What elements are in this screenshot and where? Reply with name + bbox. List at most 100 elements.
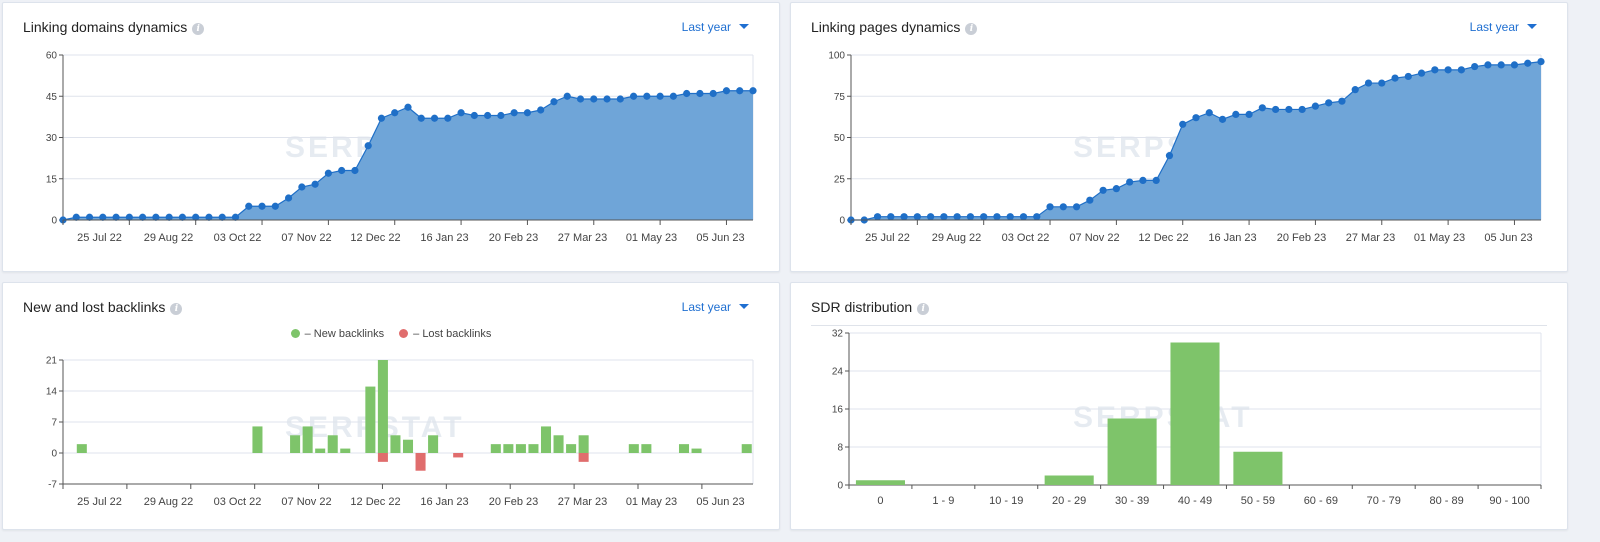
backlinks-period-dropdown[interactable]: Last year	[682, 300, 749, 314]
data-point	[1351, 86, 1359, 94]
x-tick-label: 20 Feb 23	[1277, 232, 1327, 244]
data-point	[576, 95, 585, 103]
y-tick-label: 0	[837, 481, 843, 492]
new-backlinks-bar	[315, 448, 326, 453]
new-backlinks-bar	[365, 386, 376, 453]
x-tick-label: 07 Nov 22	[1069, 232, 1119, 244]
data-point	[298, 183, 306, 191]
data-point	[1046, 203, 1054, 211]
x-tick-label: 25 Jul 22	[77, 232, 122, 244]
data-point	[1179, 120, 1187, 128]
data-point	[927, 213, 935, 221]
y-tick-label: 30	[46, 133, 58, 144]
linking-pages-period-dropdown[interactable]: Last year	[1470, 20, 1537, 34]
data-point	[1444, 66, 1452, 74]
info-icon[interactable]: i	[917, 303, 930, 315]
data-point	[1033, 213, 1041, 221]
data-point	[444, 114, 452, 122]
x-tick-label: 29 Aug 22	[932, 232, 982, 244]
data-point	[696, 89, 704, 98]
y-tick-label: 7	[51, 418, 57, 429]
y-tick-label: 24	[832, 367, 844, 378]
data-point	[391, 109, 399, 117]
x-tick-label: 10 - 19	[989, 495, 1023, 507]
data-point	[709, 89, 717, 98]
data-point	[616, 95, 624, 103]
info-icon[interactable]: i	[192, 23, 205, 35]
legend-new-backlinks[interactable]: – New backlinks	[290, 328, 384, 340]
y-tick-label: 45	[46, 92, 58, 103]
data-point	[1497, 61, 1505, 69]
data-point	[1338, 97, 1346, 105]
y-tick-label: 25	[834, 174, 846, 185]
data-point	[1126, 178, 1134, 186]
new-backlinks-bar	[503, 444, 514, 453]
x-tick-label: 20 Feb 23	[489, 232, 539, 244]
x-tick-label: 07 Nov 22	[281, 496, 331, 508]
y-tick-label: 32	[832, 329, 844, 340]
data-point	[351, 166, 359, 175]
x-tick-label: 50 - 59	[1241, 495, 1275, 507]
new-backlinks-bar	[628, 444, 639, 453]
data-point	[629, 92, 638, 100]
sdr-chart: 0 8 16 24 32 0 1 - 9 10 - 19 20 - 29 30 - 39 40 - …	[832, 329, 1542, 507]
new-backlinks-bar	[691, 448, 702, 453]
x-tick-label: 20 - 29	[1052, 495, 1086, 507]
data-point	[1165, 152, 1174, 160]
y-tick-label: 100	[828, 51, 845, 62]
data-point	[1218, 115, 1227, 123]
y-tick-label: 50	[834, 133, 846, 144]
data-point	[404, 103, 412, 111]
data-point	[245, 202, 253, 210]
new-backlinks-bar	[327, 435, 338, 453]
data-point	[205, 213, 213, 221]
lost-backlinks-bar	[453, 453, 464, 458]
new-backlinks-bar	[678, 444, 690, 453]
data-point	[284, 194, 293, 202]
data-point	[497, 111, 505, 120]
data-point	[457, 109, 465, 117]
x-tick-label: 27 Mar 23	[558, 232, 608, 244]
data-point	[470, 111, 478, 120]
new-backlinks-bar	[741, 444, 752, 453]
data-point	[1006, 213, 1014, 221]
data-point	[523, 109, 532, 117]
data-point	[873, 213, 882, 221]
data-point	[1112, 185, 1120, 193]
y-tick-label: -7	[48, 480, 57, 491]
info-icon[interactable]: i	[170, 303, 183, 315]
new-backlinks-bar	[528, 444, 539, 453]
data-point	[1258, 104, 1266, 112]
backlinks-card: New and lost backlinks i Last year – New …	[2, 282, 780, 530]
x-tick-label: 05 Jun 23	[1484, 232, 1532, 244]
legend-lost-backlinks[interactable]: – Lost backlinks	[399, 328, 491, 340]
info-icon[interactable]: i	[965, 23, 978, 35]
x-tick-label: 27 Mar 23	[558, 496, 608, 508]
x-tick-label: 16 Jan 23	[420, 496, 468, 508]
y-tick-label: 8	[837, 443, 843, 454]
x-tick-label: 01 May 23	[626, 496, 677, 508]
linking-pages-chart: 0 25 50 75 100 25 Jul 22 29 Aug 22 03 Oct 22 07 …	[828, 51, 1545, 244]
data-point	[510, 109, 518, 117]
data-point	[1059, 203, 1067, 211]
data-point	[1285, 105, 1293, 114]
data-point	[218, 213, 226, 221]
sdr-title: SDR distribution i	[811, 299, 930, 315]
chevron-down-icon	[739, 24, 749, 29]
linking-domains-period-dropdown[interactable]: Last year	[682, 20, 749, 34]
data-point	[643, 92, 651, 100]
new-backlinks-bar	[76, 444, 87, 453]
linking-pages-card: Linking pages dynamics i Last year SERPST…	[790, 2, 1568, 272]
data-point	[1378, 79, 1386, 87]
new-backlinks-bar	[566, 444, 577, 453]
data-point	[1431, 66, 1439, 74]
x-tick-label: 30 - 39	[1115, 495, 1149, 507]
data-point	[1524, 59, 1532, 67]
chevron-down-icon	[1527, 24, 1537, 29]
lost-backlinks-bar	[578, 453, 589, 462]
new-backlinks-bar	[578, 435, 589, 453]
x-tick-label: 12 Dec 22	[1138, 232, 1188, 244]
new-backlinks-bar	[540, 426, 552, 453]
data-point	[192, 213, 200, 221]
